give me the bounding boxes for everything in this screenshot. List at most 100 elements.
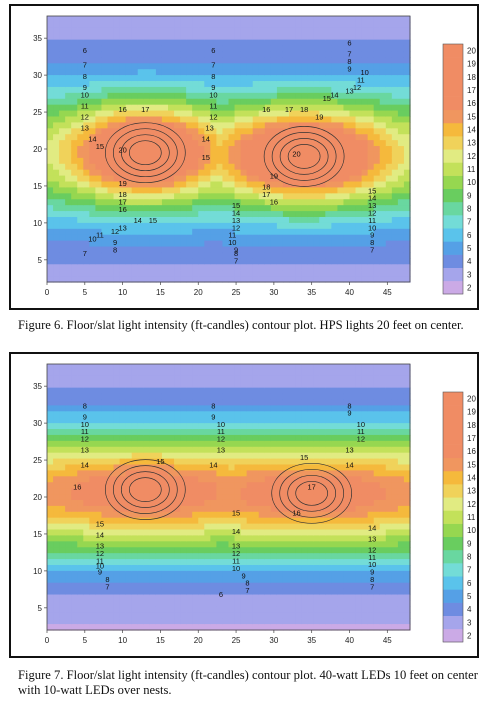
heatmap-cell: [77, 92, 84, 100]
heatmap-cell: [264, 464, 272, 471]
heatmap-cell: [301, 27, 308, 35]
heatmap-cell: [107, 482, 115, 489]
heatmap-cell: [113, 393, 121, 401]
heatmap-cell: [53, 529, 60, 537]
heatmap-cell: [204, 446, 211, 454]
heatmap-cell: [337, 228, 345, 236]
heatmap-cell: [71, 181, 78, 189]
heatmap-cell: [355, 169, 363, 177]
heatmap-cell: [180, 81, 187, 88]
heatmap-cell: [379, 81, 387, 88]
heatmap-cell: [313, 429, 320, 436]
heatmap-cell: [168, 381, 175, 389]
heatmap-cell: [71, 517, 78, 525]
heatmap-cell: [168, 86, 175, 94]
heatmap-cell: [168, 541, 175, 548]
heatmap-cell: [355, 163, 363, 171]
heatmap-cell: [349, 276, 357, 283]
heatmap-cell: [65, 146, 72, 153]
heatmap-cell: [270, 92, 278, 100]
heatmap-cell: [246, 541, 254, 548]
heatmap-cell: [403, 69, 411, 76]
heatmap-cell: [161, 234, 169, 242]
contour-label: 20: [292, 149, 300, 158]
heatmap-cell: [319, 482, 326, 489]
heatmap-cell: [307, 488, 314, 495]
heatmap-cell: [216, 92, 224, 100]
heatmap-cell: [282, 193, 290, 200]
heatmap-cell: [107, 228, 115, 236]
heatmap-cells: [47, 364, 411, 631]
heatmap-cell: [59, 588, 66, 596]
heatmap-cell: [282, 588, 290, 596]
x-tick-label: 40: [345, 288, 354, 297]
heatmap-cell: [180, 369, 187, 377]
heatmap-cell: [192, 211, 199, 218]
colorbar-swatch: [443, 109, 463, 124]
heatmap-cell: [47, 529, 54, 537]
heatmap-cell: [47, 375, 54, 383]
heatmap-cell: [307, 582, 314, 590]
heatmap-cell: [65, 600, 72, 607]
heatmap-cell: [289, 63, 296, 70]
heatmap-cell: [89, 187, 96, 194]
heatmap-cell: [143, 128, 151, 135]
heatmap-cell: [313, 240, 320, 248]
colorbar-swatch: [443, 162, 463, 176]
heatmap-cell: [240, 618, 248, 625]
heatmap-cell: [149, 21, 157, 29]
heatmap-cell: [337, 116, 345, 123]
heatmap-cell: [161, 222, 169, 230]
heatmap-cell: [295, 128, 302, 135]
heatmap-cell: [282, 258, 290, 265]
heatmap-cell: [349, 252, 357, 259]
heatmap-cell: [228, 252, 236, 259]
figure-7-frame: 8 9 10 11 12 13 14 15 16 15 14 13 12 11 10 9 8 7 8 9 10 11 12 1…: [9, 352, 479, 658]
heatmap-cell: [101, 216, 109, 224]
heatmap-cell: [258, 199, 266, 206]
heatmap-cell: [101, 110, 109, 118]
heatmap-cell: [319, 264, 326, 271]
heatmap-cell: [355, 128, 363, 135]
heatmap-cell: [325, 27, 332, 35]
heatmap-cell: [210, 146, 217, 153]
heatmap-cell: [137, 588, 145, 596]
heatmap-cell: [295, 92, 302, 100]
heatmap-cell: [276, 393, 284, 401]
heatmap-cell: [168, 33, 175, 41]
heatmap-cell: [89, 98, 96, 106]
heatmap-cell: [47, 564, 54, 572]
heatmap-cell: [83, 45, 90, 53]
heatmap-cell: [95, 547, 103, 554]
heatmap-cell: [295, 228, 302, 236]
heatmap-cell: [59, 399, 66, 406]
heatmap-cell: [107, 470, 115, 477]
heatmap-cell: [397, 264, 405, 271]
heatmap-cell: [337, 75, 345, 82]
heatmap-cell: [192, 128, 199, 135]
heatmap-cell: [355, 175, 363, 183]
heatmap-cell: [234, 234, 242, 242]
heatmap-cell: [337, 122, 345, 129]
heatmap-cell: [397, 270, 405, 277]
heatmap-cell: [301, 169, 308, 177]
heatmap-cell: [325, 624, 332, 631]
contour-label: 10: [228, 238, 236, 247]
heatmap-cell: [367, 81, 375, 88]
contour-label: 8: [113, 245, 117, 254]
heatmap-cell: [137, 234, 145, 242]
heatmap-cell: [204, 199, 211, 206]
heatmap-cell: [222, 482, 230, 489]
heatmap-cell: [337, 270, 345, 277]
heatmap-cell: [246, 169, 254, 177]
heatmap-cell: [301, 429, 308, 436]
heatmap-cell: [210, 576, 217, 584]
heatmap-cell: [367, 199, 375, 206]
contour-label: 6: [83, 46, 87, 55]
heatmap-cell: [301, 464, 308, 471]
heatmap-cell: [258, 494, 266, 501]
heatmap-cell: [258, 488, 266, 495]
heatmap-cell: [204, 618, 211, 625]
heatmap-cell: [186, 193, 193, 200]
heatmap-cell: [168, 369, 175, 377]
